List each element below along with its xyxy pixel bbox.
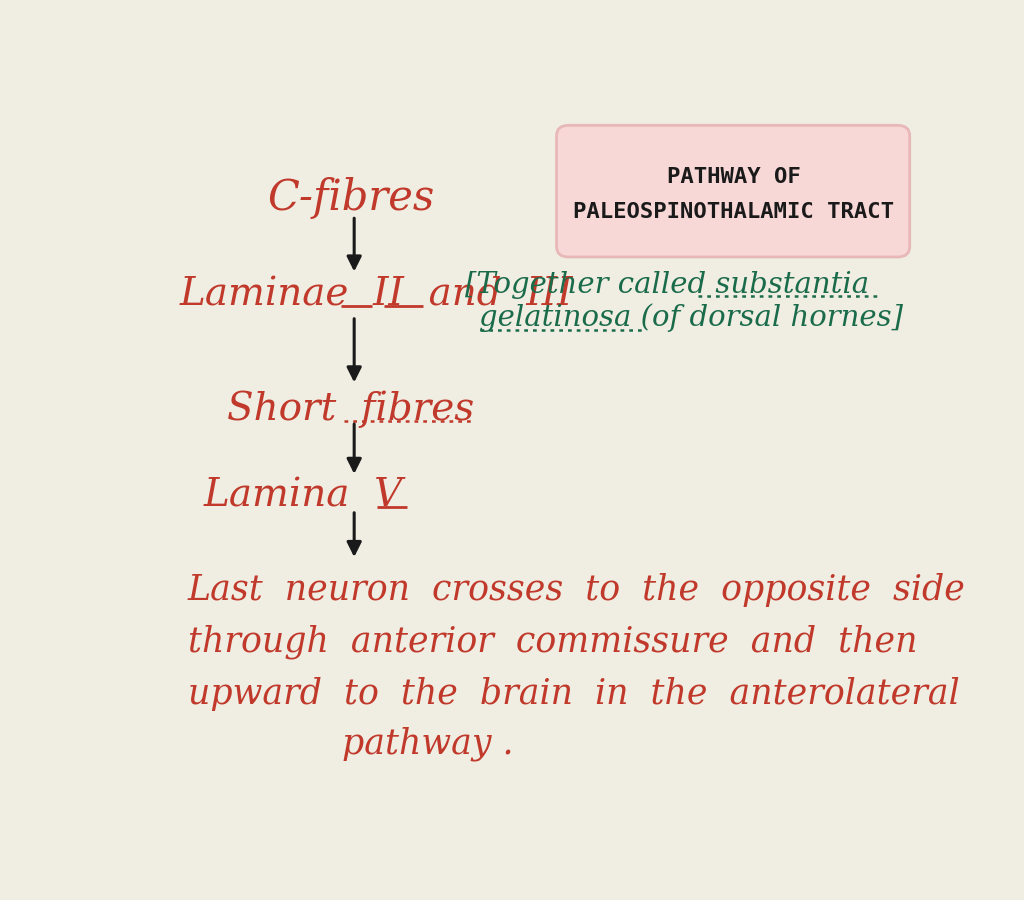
Text: Short  fibres: Short fibres	[227, 391, 474, 428]
Text: Laminae  II  and  III: Laminae II and III	[179, 276, 573, 313]
Text: C-fibres: C-fibres	[267, 177, 434, 219]
Text: gelatinosa (of dorsal hornes]: gelatinosa (of dorsal hornes]	[479, 303, 903, 332]
Text: upward  to  the  brain  in  the  anterolateral: upward to the brain in the anterolateral	[187, 677, 959, 711]
Text: [Together called substantia: [Together called substantia	[465, 271, 869, 299]
Text: PATHWAY OF: PATHWAY OF	[667, 167, 801, 187]
Text: pathway .: pathway .	[342, 727, 514, 761]
FancyBboxPatch shape	[557, 125, 909, 257]
Text: Last  neuron  crosses  to  the  opposite  side: Last neuron crosses to the opposite side	[187, 572, 966, 607]
Text: PALEOSPINOTHALAMIC TRACT: PALEOSPINOTHALAMIC TRACT	[573, 202, 894, 222]
Text: Lamina  V: Lamina V	[204, 478, 402, 515]
Text: through  anterior  commissure  and  then: through anterior commissure and then	[187, 625, 918, 659]
